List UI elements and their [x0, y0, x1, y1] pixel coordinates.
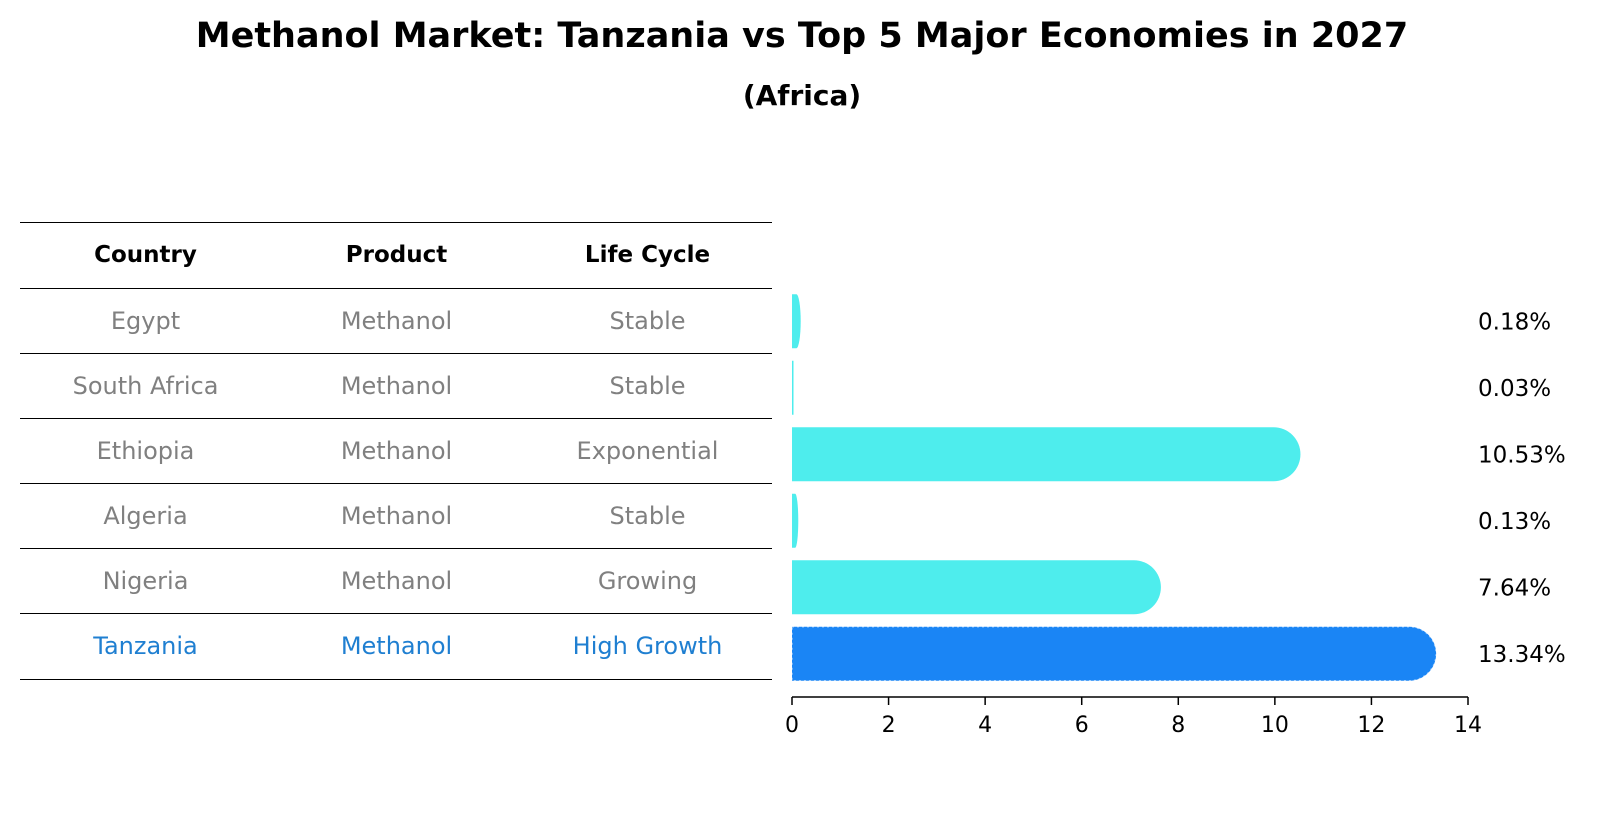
table-rule — [20, 353, 772, 354]
country-cell: Tanzania — [93, 632, 198, 660]
country-cell: Nigeria — [102, 567, 189, 595]
life-cycle-cell: Growing — [597, 567, 698, 595]
table-rule — [20, 548, 772, 549]
x-tick-label: 8 — [1171, 713, 1185, 738]
x-tick-label: 12 — [1357, 713, 1385, 738]
table-row: Ethiopia Methanol Exponential — [20, 418, 772, 484]
table-header-row: Country Product Life Cycle — [20, 222, 772, 288]
column-header-country: Country — [94, 242, 197, 268]
table-row-highlighted: Tanzania Methanol High Growth — [20, 613, 772, 679]
value-label: 13.34% — [1478, 642, 1566, 668]
table-row: Nigeria Methanol Growing — [20, 548, 772, 614]
bar — [792, 360, 794, 415]
country-cell: Algeria — [103, 502, 188, 530]
table-row: Algeria Methanol Stable — [20, 483, 772, 549]
bar — [792, 294, 801, 349]
life-cycle-cell: Stable — [609, 307, 686, 335]
value-label: 0.18% — [1478, 309, 1551, 335]
life-cycle-cell: Stable — [609, 502, 686, 530]
value-label: 0.13% — [1478, 509, 1551, 535]
column-header-product: Product — [345, 242, 448, 268]
bar — [792, 493, 799, 548]
country-cell: South Africa — [72, 372, 219, 400]
chart-subtitle: (Africa) — [742, 79, 862, 112]
x-tick-label: 14 — [1454, 713, 1482, 738]
life-cycle-cell: Stable — [609, 372, 686, 400]
life-cycle-cell: Exponential — [576, 437, 719, 465]
country-cell: Ethiopia — [96, 437, 195, 465]
x-tick-label: 6 — [1075, 713, 1089, 738]
table-rule — [20, 613, 772, 614]
chart-title: Methanol Market: Tanzania vs Top 5 Major… — [195, 16, 1409, 56]
bar-highlighted — [791, 626, 1437, 682]
product-cell: Methanol — [340, 372, 453, 400]
table-rule — [20, 222, 772, 223]
value-label: 0.03% — [1478, 376, 1551, 402]
product-cell: Methanol — [340, 307, 453, 335]
life-cycle-cell: High Growth — [572, 632, 723, 660]
table-rule — [20, 418, 772, 419]
table-rule — [20, 483, 772, 484]
bar — [792, 560, 1161, 615]
country-cell: Egypt — [110, 307, 181, 335]
table-row: South Africa Methanol Stable — [20, 353, 772, 419]
product-cell: Methanol — [340, 502, 453, 530]
table-rule — [20, 679, 772, 680]
product-cell: Methanol — [340, 632, 453, 660]
x-tick-label: 2 — [882, 713, 896, 738]
value-label: 7.64% — [1478, 575, 1551, 601]
x-tick-label: 0 — [785, 713, 799, 738]
value-label: 10.53% — [1478, 442, 1566, 468]
product-cell: Methanol — [340, 437, 453, 465]
product-cell: Methanol — [340, 567, 453, 595]
x-tick-label: 4 — [978, 713, 992, 738]
bar — [792, 427, 1301, 482]
column-header-life-cycle: Life Cycle — [584, 242, 711, 268]
table-rule — [20, 288, 772, 289]
table-row: Egypt Methanol Stable — [20, 288, 772, 354]
x-tick-label: 10 — [1261, 713, 1289, 738]
